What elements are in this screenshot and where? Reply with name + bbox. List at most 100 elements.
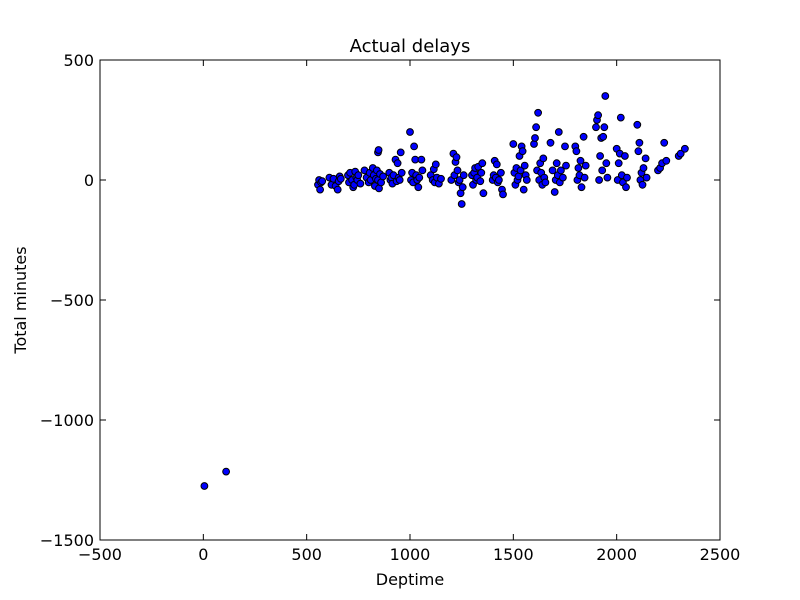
scatter-point (676, 149, 685, 158)
scatter-point (623, 173, 631, 182)
scatter-point (497, 168, 505, 177)
scatter-point (639, 164, 648, 172)
scatter-point (458, 183, 467, 192)
scatter-point (499, 190, 507, 199)
scatter-point (595, 176, 603, 184)
scatter-point (592, 123, 600, 132)
scatter-point (495, 176, 503, 184)
scatter-point (200, 482, 209, 490)
scatter-point (616, 113, 625, 122)
scatter-point (379, 172, 388, 181)
scatter-point (601, 92, 610, 100)
scatter-point (415, 173, 424, 182)
scatter-point (479, 189, 488, 198)
scatter-point (550, 188, 559, 196)
points-layer (200, 92, 689, 490)
scatter-point (662, 156, 671, 165)
scatter-point (459, 171, 468, 180)
scatter-point (561, 142, 569, 151)
scatter-point (478, 159, 487, 168)
scatter-point (559, 173, 567, 182)
scatter-point (594, 111, 602, 120)
y-axis: −1500 −1000 −500 0 500 (40, 51, 720, 550)
y-axis-label: Total minutes (11, 246, 30, 354)
y-tick-label: 500 (63, 51, 94, 70)
scatter-point (579, 132, 588, 141)
scatter-point (562, 161, 570, 170)
scatter-point (414, 183, 423, 192)
scatter-point (603, 173, 612, 182)
scatter-point (576, 156, 585, 165)
scatter-point (599, 132, 608, 141)
scatter-point (548, 166, 557, 175)
scatter-point (356, 179, 365, 188)
y-tick-label: 0 (84, 171, 94, 190)
scatter-point (557, 166, 565, 175)
scatter-point (681, 144, 689, 153)
scatter-point (520, 161, 529, 170)
scatter-point (516, 166, 525, 175)
scatter-point (602, 159, 611, 168)
scatter-point (354, 171, 363, 180)
scatter-point (638, 180, 647, 189)
scatter-point (518, 147, 527, 156)
scatter-point (374, 146, 383, 154)
x-tick-label: −500 (78, 545, 122, 564)
scatter-point (336, 174, 345, 183)
scatter-point (581, 161, 590, 170)
scatter-point (417, 155, 426, 164)
x-tick-label: 0 (198, 545, 208, 564)
scatter-point (333, 185, 342, 194)
scatter-point (318, 177, 327, 186)
scatter-point (635, 138, 644, 147)
scatter-point (534, 108, 542, 117)
scatter-point (477, 168, 486, 177)
scatter-point (431, 160, 440, 169)
scatter-point (437, 174, 445, 183)
y-tick-label: −1000 (40, 411, 94, 430)
scatter-point (509, 140, 518, 148)
scatter-point (397, 168, 406, 177)
x-tick-label: 2500 (700, 545, 741, 564)
scatter-point (621, 152, 629, 160)
scatter-point (572, 147, 581, 156)
scatter-point (532, 123, 540, 132)
scatter-point (393, 159, 402, 168)
chart-title: Actual delays (350, 36, 471, 57)
scatter-point (600, 123, 609, 132)
scatter-point (577, 183, 586, 192)
scatter-point (453, 166, 462, 175)
scatter-point (396, 148, 405, 157)
scatter-point (406, 128, 414, 136)
scatter-point (522, 176, 531, 184)
scatter-point (546, 138, 555, 147)
scatter-point (539, 154, 548, 163)
scatter-point (452, 153, 461, 162)
scatter-point (531, 134, 539, 142)
x-axis-label: Deptime (376, 570, 444, 589)
scatter-point (457, 200, 466, 208)
scatter-point (633, 120, 642, 129)
scatter-point (580, 173, 589, 182)
x-tick-label: 1000 (390, 545, 431, 564)
y-tick-label: −500 (50, 291, 94, 310)
x-tick-label: 500 (291, 545, 322, 564)
x-axis: −500 0 500 1000 1500 2000 2500 (78, 60, 740, 564)
x-tick-label: 2000 (596, 545, 637, 564)
scatter-point (418, 166, 427, 175)
scatter-point (492, 160, 501, 169)
scatter-point (476, 177, 485, 186)
scatter-point (552, 159, 561, 168)
scatter-point (541, 178, 550, 187)
scatter-point (622, 183, 630, 192)
scatter-point (598, 166, 607, 175)
scatter-point (395, 176, 404, 184)
scatter-point (455, 176, 464, 184)
y-tick-label: −1500 (40, 531, 94, 550)
scatter-point (554, 128, 563, 136)
scatter-point (574, 164, 583, 172)
scatter-point (614, 159, 623, 168)
scatter-point (660, 138, 669, 147)
scatter-point (596, 152, 604, 160)
